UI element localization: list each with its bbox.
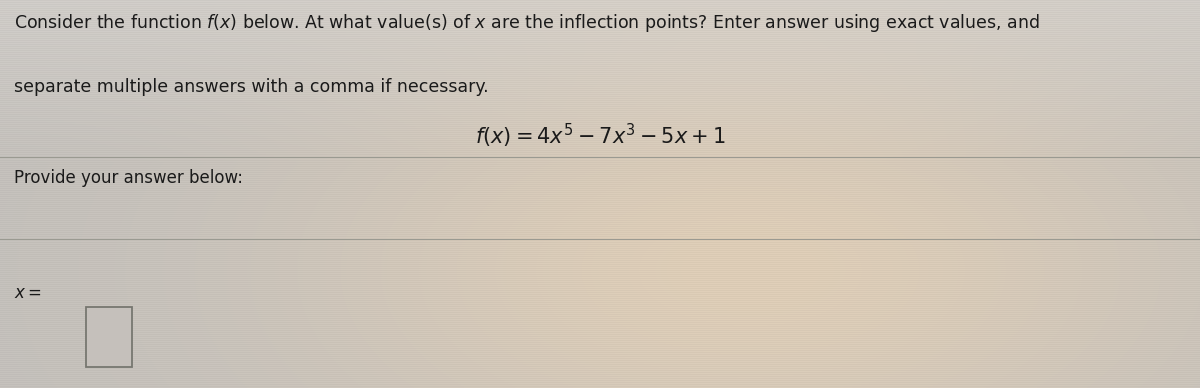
Text: separate multiple answers with a comma if necessary.: separate multiple answers with a comma i… xyxy=(14,78,490,95)
Text: $f(x) = 4x^5 - 7x^3 - 5x + 1$: $f(x) = 4x^5 - 7x^3 - 5x + 1$ xyxy=(475,122,725,151)
FancyBboxPatch shape xyxy=(86,307,132,367)
Text: Provide your answer below:: Provide your answer below: xyxy=(14,169,244,187)
Text: $x=$: $x=$ xyxy=(14,284,42,302)
Text: Consider the function $f(x)$ below. At what value(s) of $x$ are the inflection p: Consider the function $f(x)$ below. At w… xyxy=(14,12,1040,34)
